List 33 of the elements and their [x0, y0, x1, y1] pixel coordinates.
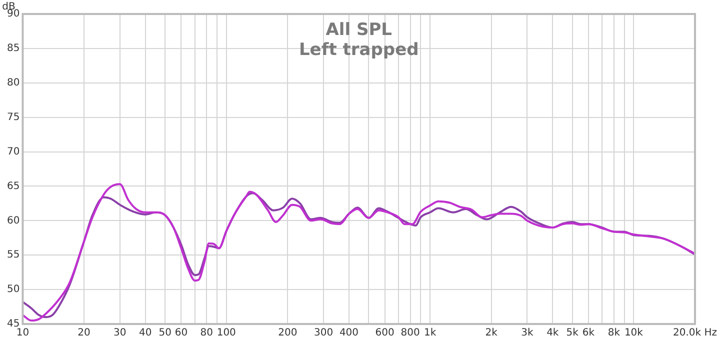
x-tick-label: 80 [200, 328, 214, 339]
x-tick-label: 3k [521, 328, 534, 339]
x-tick-label: 4k [546, 328, 559, 339]
x-tick-label: 300 [314, 328, 334, 339]
y-tick-label: 85 [6, 43, 20, 54]
x-tick-label: 400 [339, 328, 359, 339]
x-tick-label: 2k [485, 328, 498, 339]
x-tick-label: 100 [216, 328, 236, 339]
y-tick-label: 90 [6, 8, 20, 20]
y-tick-label: 55 [6, 250, 20, 261]
y-tick-label: 60 [6, 215, 20, 226]
x-tick-label: 30 [114, 328, 126, 339]
x-tick-label: 200 [278, 328, 298, 339]
chart-title: All SPL [326, 20, 392, 40]
x-tick-label: 50 [158, 328, 172, 339]
x-tick-label: 20 [78, 328, 90, 339]
y-tick-label: 75 [6, 112, 20, 123]
x-tick-label: 800 [400, 328, 420, 339]
x-tick-label: 5k [566, 328, 579, 339]
x-tick-label: 10 [16, 328, 30, 339]
y-tick-label: 70 [6, 146, 20, 158]
y-tick-label: 80 [6, 77, 20, 88]
x-tick-label: 40 [138, 328, 152, 339]
x-tick-label: 600 [375, 328, 394, 339]
text: Left trapped [298, 40, 419, 60]
x-tick-label: 10k [624, 328, 644, 339]
x-tick-label: 8k [608, 328, 620, 339]
x-tick-label: 6k [582, 328, 595, 339]
y-tick-label: 50 [6, 284, 20, 296]
y-tick-label: 65 [6, 180, 20, 192]
x-tick-label: 60 [174, 328, 188, 339]
x-tick-label: 1k [424, 328, 436, 339]
x-tick-label: 20.0k Hz [672, 328, 718, 339]
